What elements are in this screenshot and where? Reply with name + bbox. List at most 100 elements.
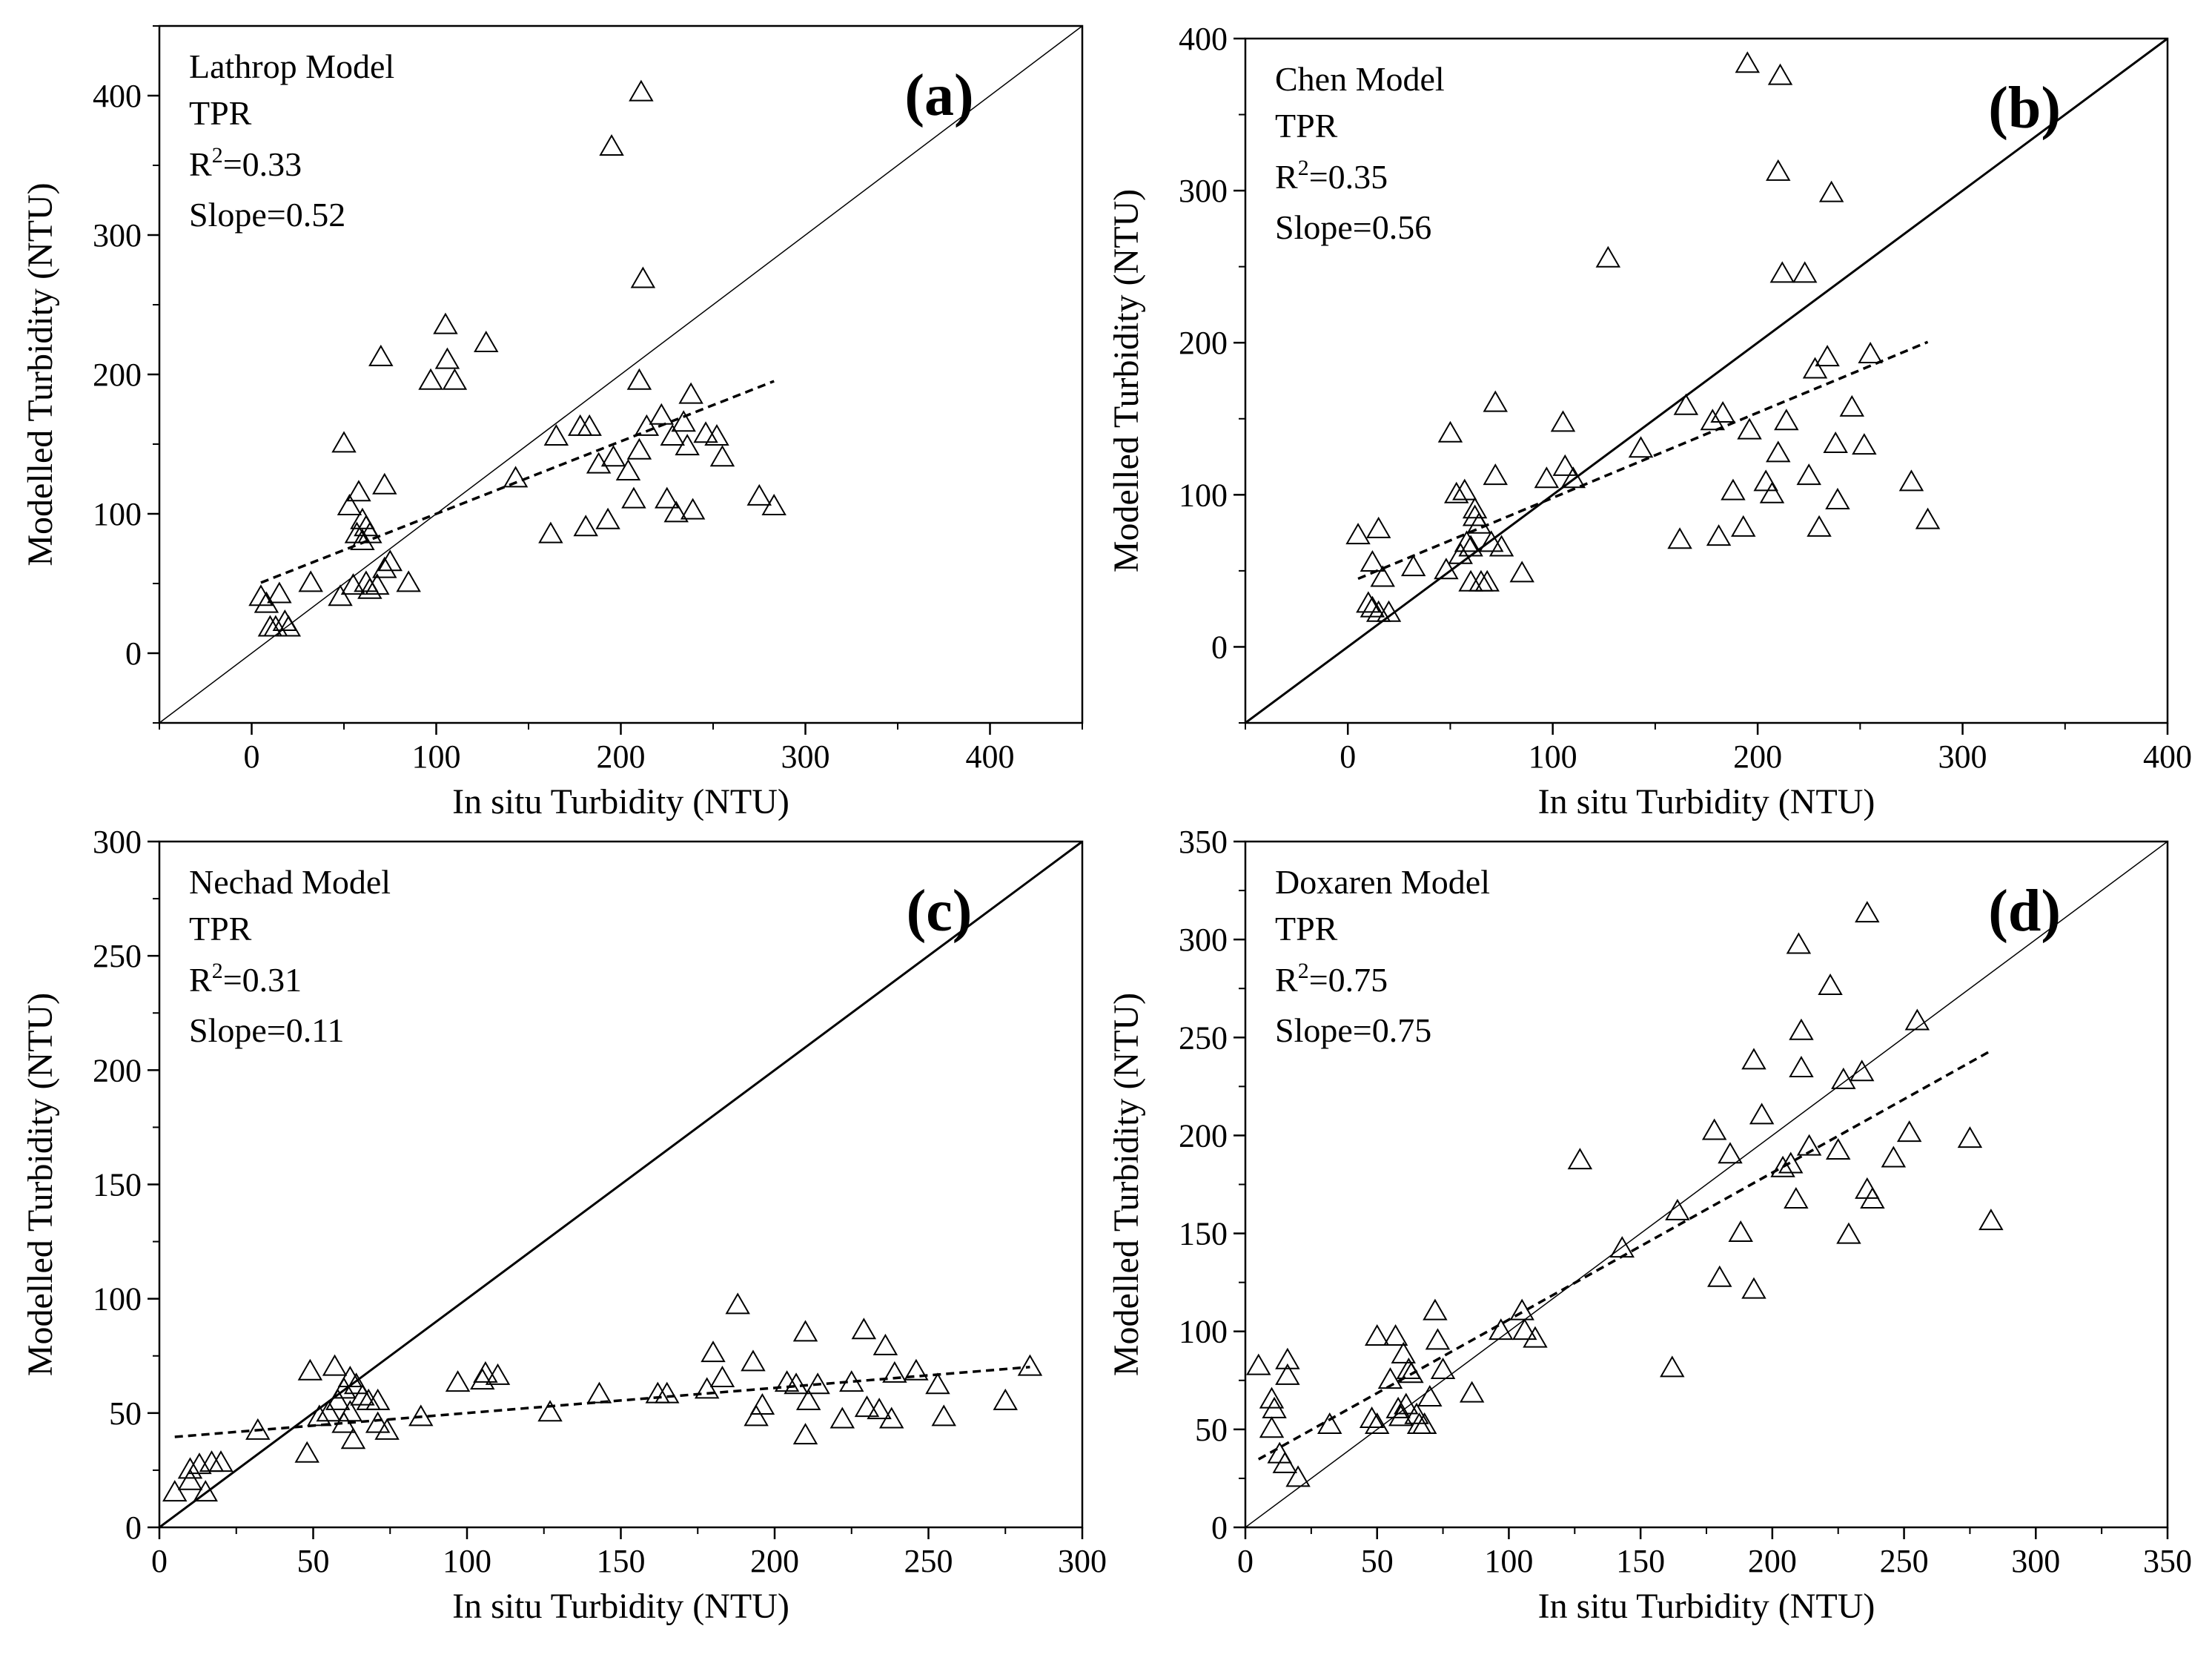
- data-point-triangle: [1823, 432, 1848, 454]
- data-point-triangle: [595, 507, 620, 529]
- data-point-triangle: [1839, 394, 1865, 417]
- panel-4: 0 50 100 150 200 250 300 350 0 50 100 150 200 250 300 3…: [1107, 824, 2192, 1626]
- data-point-triangle: [626, 368, 652, 390]
- y-axis-title: Modelled Turbidity (NTU): [21, 993, 60, 1376]
- data-point-triangle: [1345, 523, 1371, 545]
- x-tick-label: 200: [1733, 738, 1782, 775]
- data-point-triangle: [344, 521, 370, 543]
- data-point-triangle: [263, 615, 288, 637]
- data-point-triangle: [1825, 487, 1850, 509]
- r-squared-symbol: R: [1275, 961, 1298, 999]
- x-tick-label: 100: [1529, 738, 1577, 775]
- data-point-triangle: [297, 1358, 323, 1381]
- data-point-triangle: [1483, 463, 1508, 486]
- data-point-triangle: [1700, 409, 1726, 431]
- panel-3: 0 50 100 150 200 250 300 0 50 100 150 200 250 300 In s…: [21, 824, 1107, 1626]
- data-point-triangle: [1796, 1134, 1822, 1156]
- data-point-triangle: [671, 410, 696, 432]
- data-point-triangle: [649, 403, 675, 425]
- data-point-triangle: [374, 1418, 400, 1440]
- data-point-triangle: [1784, 1187, 1809, 1209]
- data-point-triangle: [1448, 542, 1473, 564]
- data-point-triangle: [1466, 512, 1491, 534]
- data-point-triangle: [1673, 393, 1699, 415]
- data-point-triangle: [1365, 516, 1391, 538]
- data-point-triangle: [1609, 1236, 1635, 1258]
- data-point-triangle: [626, 437, 652, 460]
- data-point-triangle: [1896, 1120, 1922, 1143]
- data-point-triangle: [1825, 1137, 1851, 1160]
- data-point-triangle: [1454, 530, 1480, 552]
- y-tick-label: 150: [93, 1167, 142, 1203]
- slope-label: Slope=0.11: [189, 1011, 345, 1049]
- data-point-triangle: [418, 368, 443, 390]
- data-point-triangle: [337, 493, 362, 515]
- y-tick-label: 200: [1179, 1117, 1228, 1154]
- data-point-triangle: [795, 1388, 821, 1410]
- y-tick-label: 200: [93, 357, 142, 393]
- data-point-triangle: [1957, 1126, 1983, 1148]
- plot-frame: [1244, 37, 2169, 724]
- data-point-triangle: [1394, 1392, 1419, 1415]
- data-point-triangle: [1259, 1416, 1285, 1438]
- data-point-triangle: [331, 431, 357, 453]
- data-point-triangle: [1735, 51, 1761, 73]
- y-tick-label: 0: [1211, 629, 1228, 665]
- data-point-triangle: [629, 79, 654, 102]
- data-point-triangle: [878, 1406, 904, 1429]
- x-tick-label: 300: [1938, 738, 1987, 775]
- data-point-triangle: [1509, 1298, 1534, 1320]
- data-point-triangle: [704, 423, 729, 446]
- r-squared-symbol: R: [189, 961, 212, 999]
- data-point-triangle: [365, 1388, 391, 1410]
- data-point-triangle: [1898, 469, 1924, 492]
- data-point-triangle: [1459, 1381, 1485, 1403]
- data-point-triangle: [162, 1480, 188, 1502]
- data-point-triangle: [193, 1480, 218, 1502]
- data-point-triangle: [1434, 558, 1459, 580]
- data-point-triangle: [1789, 1018, 1814, 1040]
- data-point-triangle: [1462, 504, 1488, 526]
- data-point-triangle: [1017, 1354, 1043, 1376]
- data-point-triangle: [784, 1372, 809, 1395]
- data-point-triangle: [1272, 1451, 1298, 1473]
- data-point-triangle: [1560, 466, 1586, 489]
- data-point-triangle: [1721, 478, 1746, 500]
- data-point-triangle: [177, 1457, 203, 1479]
- data-point-triangle: [485, 1363, 511, 1385]
- y-axis-title: Modelled Turbidity (NTU): [1107, 993, 1146, 1376]
- data-point-triangle: [298, 570, 323, 592]
- data-point-triangle: [709, 1365, 735, 1387]
- data-point-triangle: [1462, 497, 1488, 519]
- x-tick-label: 150: [1616, 1543, 1665, 1579]
- data-point-triangle: [761, 493, 787, 515]
- data-point-triangle: [377, 549, 403, 572]
- panel-letter-label: (b): [1988, 76, 2061, 141]
- data-point-triangle: [350, 528, 375, 550]
- data-point-triangle: [1534, 466, 1560, 489]
- data-point-triangle: [1904, 1008, 1930, 1031]
- data-point-triangle: [1818, 180, 1844, 202]
- data-point-triangle: [1731, 515, 1756, 537]
- data-point-triangle: [1370, 565, 1395, 587]
- r-squared-superscript: 2: [1298, 959, 1309, 983]
- data-point-triangle: [1792, 261, 1818, 283]
- x-tick-label: 100: [1484, 1543, 1533, 1579]
- data-point-triangle: [1259, 1386, 1285, 1409]
- data-point-triangle: [655, 486, 680, 509]
- data-point-triangle: [331, 1411, 357, 1433]
- data-point-triangle: [1766, 159, 1791, 181]
- data-point-triangle: [1628, 436, 1654, 458]
- data-point-triangle: [577, 414, 602, 436]
- data-point-triangle: [925, 1372, 950, 1395]
- y-tick-label: 0: [1211, 1510, 1228, 1546]
- data-point-triangle: [1567, 1148, 1593, 1170]
- r-squared-value: =0.31: [223, 961, 302, 999]
- data-point-triangle: [372, 472, 397, 495]
- x-tick-label: 200: [750, 1543, 799, 1579]
- data-point-triangle: [1852, 433, 1877, 455]
- data-point-triangle: [1391, 1341, 1416, 1363]
- data-point-triangle: [343, 1372, 369, 1395]
- data-point-triangle: [709, 445, 735, 467]
- slope-label: Slope=0.75: [1275, 1011, 1431, 1049]
